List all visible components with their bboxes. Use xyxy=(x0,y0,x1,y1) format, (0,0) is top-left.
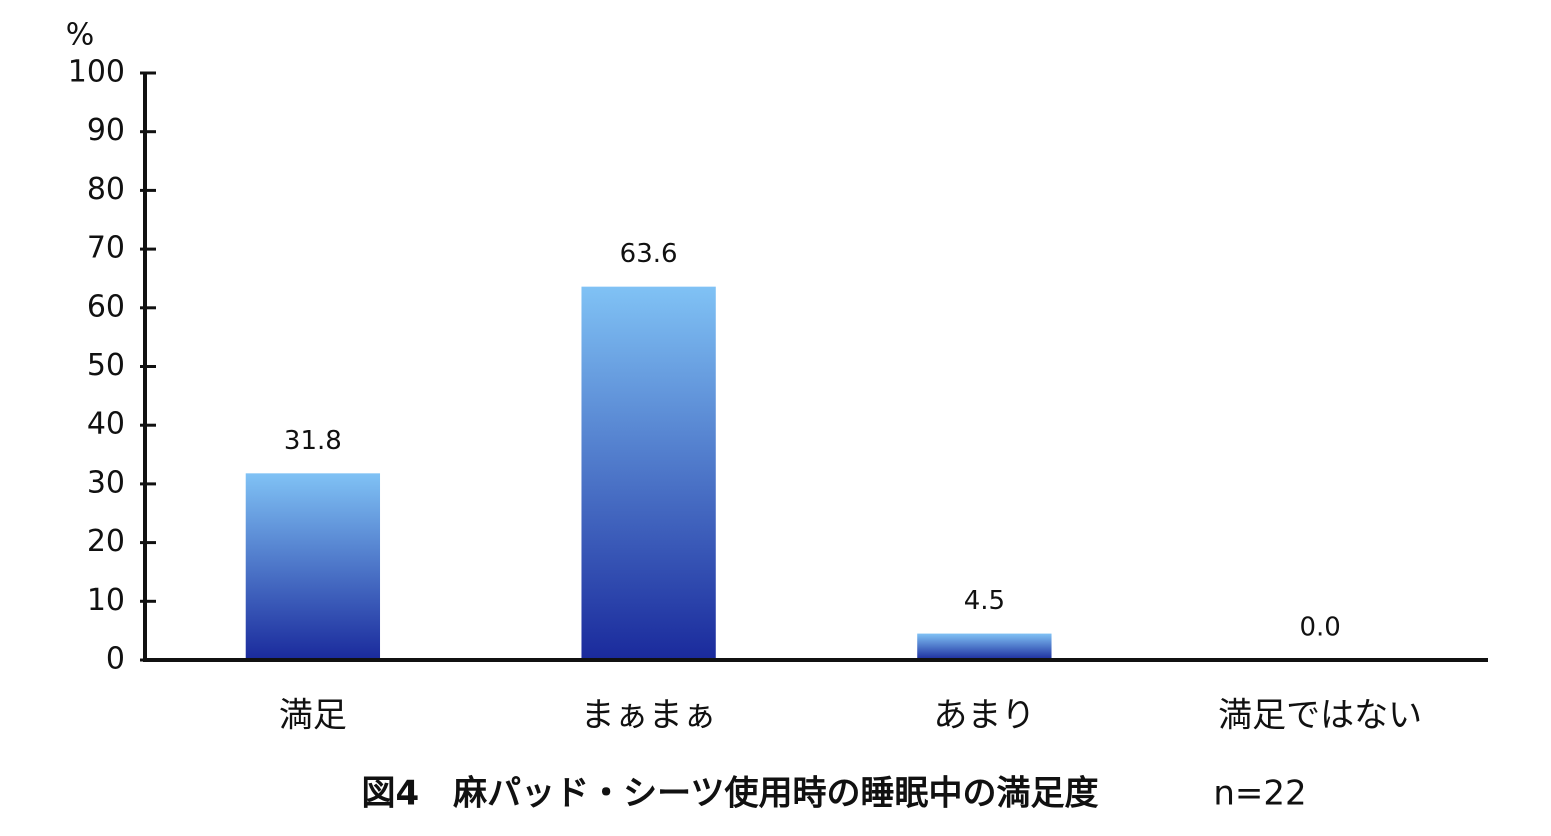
y-tick-label: 50 xyxy=(87,348,125,383)
bar xyxy=(245,473,381,660)
value-label: 0.0 xyxy=(1299,613,1340,643)
bar xyxy=(917,633,1052,660)
x-tick-label: 満足 xyxy=(279,696,347,736)
x-tick-label: あまり xyxy=(933,696,1035,736)
y-tick-label: 70 xyxy=(87,231,125,266)
value-label: 63.6 xyxy=(620,239,678,269)
chart-title: 図4 麻パッド・シーツ使用時の睡眠中の満足度 xyxy=(362,774,1099,814)
y-tick-label: 100 xyxy=(68,55,125,90)
y-tick-label: 30 xyxy=(87,465,125,500)
y-axis-label: % xyxy=(66,18,95,53)
sample-size: n=22 xyxy=(1213,774,1306,814)
y-tick-label: 80 xyxy=(87,172,125,207)
value-label: 31.8 xyxy=(284,426,342,456)
value-label: 4.5 xyxy=(964,586,1005,616)
x-tick-label: 満足ではない xyxy=(1218,696,1422,736)
y-tick-label: 60 xyxy=(87,289,125,324)
y-tick-label: 40 xyxy=(87,407,125,442)
y-tick-label: 20 xyxy=(87,524,125,559)
y-tick-label: 90 xyxy=(87,113,125,148)
x-tick-label: まぁまぁ xyxy=(581,696,717,736)
y-tick-label: 0 xyxy=(106,642,125,677)
y-tick-label: 10 xyxy=(87,583,125,618)
bar xyxy=(581,286,716,660)
